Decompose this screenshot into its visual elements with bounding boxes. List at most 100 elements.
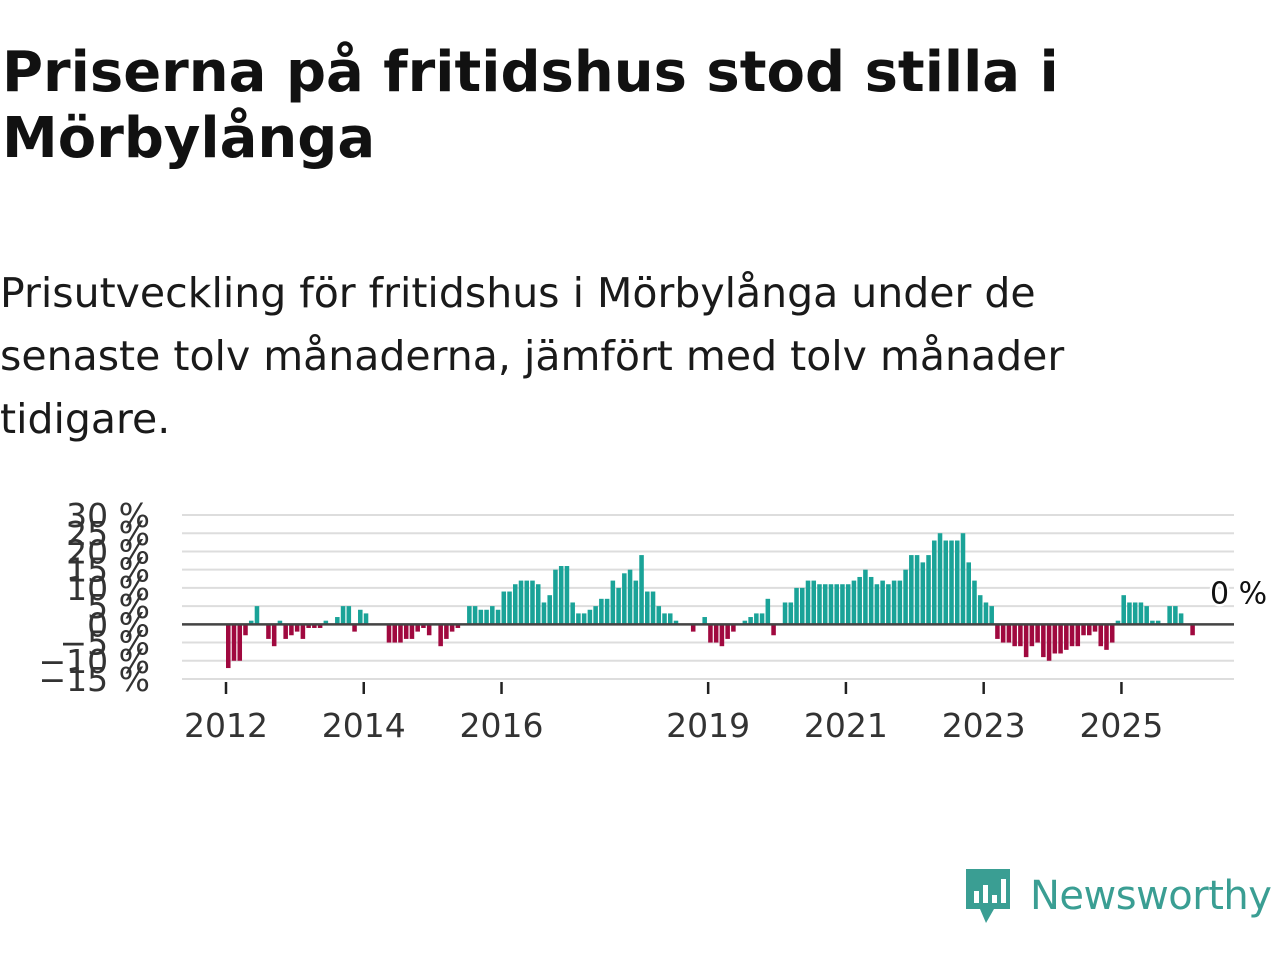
- bar: [914, 555, 920, 625]
- bar: [840, 584, 845, 625]
- bar: [1087, 624, 1092, 636]
- newsworthy-logo: Newsworthy: [962, 864, 1272, 928]
- bar: [294, 624, 300, 632]
- bar: [358, 609, 363, 625]
- bar: [782, 602, 788, 625]
- bar: [415, 624, 420, 632]
- bar: [949, 540, 954, 625]
- bar: [306, 624, 311, 628]
- bar: [1115, 620, 1121, 625]
- bar: [673, 620, 679, 625]
- bar: [1064, 624, 1069, 650]
- bar: [1041, 624, 1046, 658]
- bar: [266, 624, 271, 639]
- bar: [1155, 620, 1161, 625]
- page-title: Priserna på fritidshus stod stilla i Mör…: [2, 40, 1059, 171]
- bar: [880, 580, 885, 625]
- bar: [627, 569, 633, 625]
- bar: [754, 613, 759, 625]
- y-tick-label: −5 %: [60, 624, 151, 663]
- last-value-label: 0 %: [1210, 576, 1267, 611]
- bar: [467, 606, 472, 625]
- bar: [444, 624, 449, 639]
- bar: [909, 555, 914, 625]
- bar: [1144, 606, 1149, 625]
- bar: [886, 584, 891, 625]
- bar: [1006, 624, 1012, 643]
- bar: [897, 580, 903, 625]
- bar: [800, 587, 805, 625]
- bar: [1012, 624, 1017, 647]
- bar: [1167, 606, 1172, 625]
- bar: [702, 617, 707, 625]
- bar: [277, 620, 283, 625]
- bar: [1092, 624, 1098, 632]
- bar: [363, 613, 369, 625]
- bar: [1132, 602, 1138, 625]
- bar: [323, 620, 329, 625]
- y-tick-label: −15 %: [39, 660, 151, 699]
- bar: [731, 624, 736, 632]
- bar: [794, 587, 799, 625]
- bar: [983, 602, 989, 625]
- bar: [599, 598, 604, 625]
- bar: [283, 624, 288, 639]
- y-tick-label: 5 %: [87, 587, 150, 626]
- bar: [845, 584, 851, 625]
- bar: [828, 584, 834, 625]
- bar: [995, 624, 1000, 639]
- page-subtitle: Prisutveckling för fritidshus i Mörbylån…: [0, 269, 1065, 443]
- bar: [570, 602, 575, 625]
- bar: [966, 562, 971, 625]
- bar: [392, 624, 397, 643]
- bar: [587, 609, 593, 625]
- bar: [874, 584, 880, 625]
- bar: [822, 584, 828, 625]
- bar: [335, 617, 340, 625]
- bar: [513, 584, 518, 625]
- bar: [811, 580, 817, 625]
- bar: [943, 540, 949, 625]
- bar: [398, 624, 403, 643]
- x-tick-label: 2023: [942, 706, 1026, 745]
- bar: [248, 620, 254, 625]
- bar: [455, 624, 461, 628]
- bar: [312, 624, 317, 628]
- bar: [903, 569, 908, 625]
- bar: [863, 569, 868, 625]
- newsworthy-logo-icon: [966, 869, 1010, 923]
- x-tick-label: 2014: [322, 706, 406, 745]
- bar: [289, 624, 294, 636]
- bar: [1104, 624, 1109, 650]
- bar: [386, 624, 392, 643]
- bar: [576, 613, 581, 625]
- bar: [713, 624, 719, 643]
- bar: [1178, 613, 1184, 625]
- bar: [937, 533, 943, 625]
- bar: [558, 566, 564, 625]
- bar: [490, 606, 495, 625]
- bar: [518, 580, 524, 625]
- bar: [254, 606, 260, 625]
- bar: [788, 602, 794, 625]
- bar: [271, 624, 277, 647]
- bar: [639, 555, 644, 625]
- bar: [960, 533, 966, 625]
- bar: [1018, 624, 1023, 647]
- y-tick-label: −10 %: [39, 642, 151, 681]
- bar: [926, 555, 931, 625]
- bar: [553, 569, 558, 625]
- bar: [622, 573, 627, 625]
- bar: [1035, 624, 1040, 643]
- bar: [449, 624, 455, 632]
- bar: [478, 609, 484, 625]
- price-change-bar-chart: 30 %25 %20 %15 %10 %5 %0 %−5 %−10 %−15 %…: [39, 496, 1270, 745]
- bar: [851, 580, 857, 625]
- bar: [564, 566, 570, 625]
- bar: [495, 609, 501, 625]
- bar: [317, 624, 323, 628]
- bar: [501, 591, 507, 625]
- bar: [541, 602, 547, 625]
- bar: [1046, 624, 1052, 661]
- bar: [954, 540, 960, 625]
